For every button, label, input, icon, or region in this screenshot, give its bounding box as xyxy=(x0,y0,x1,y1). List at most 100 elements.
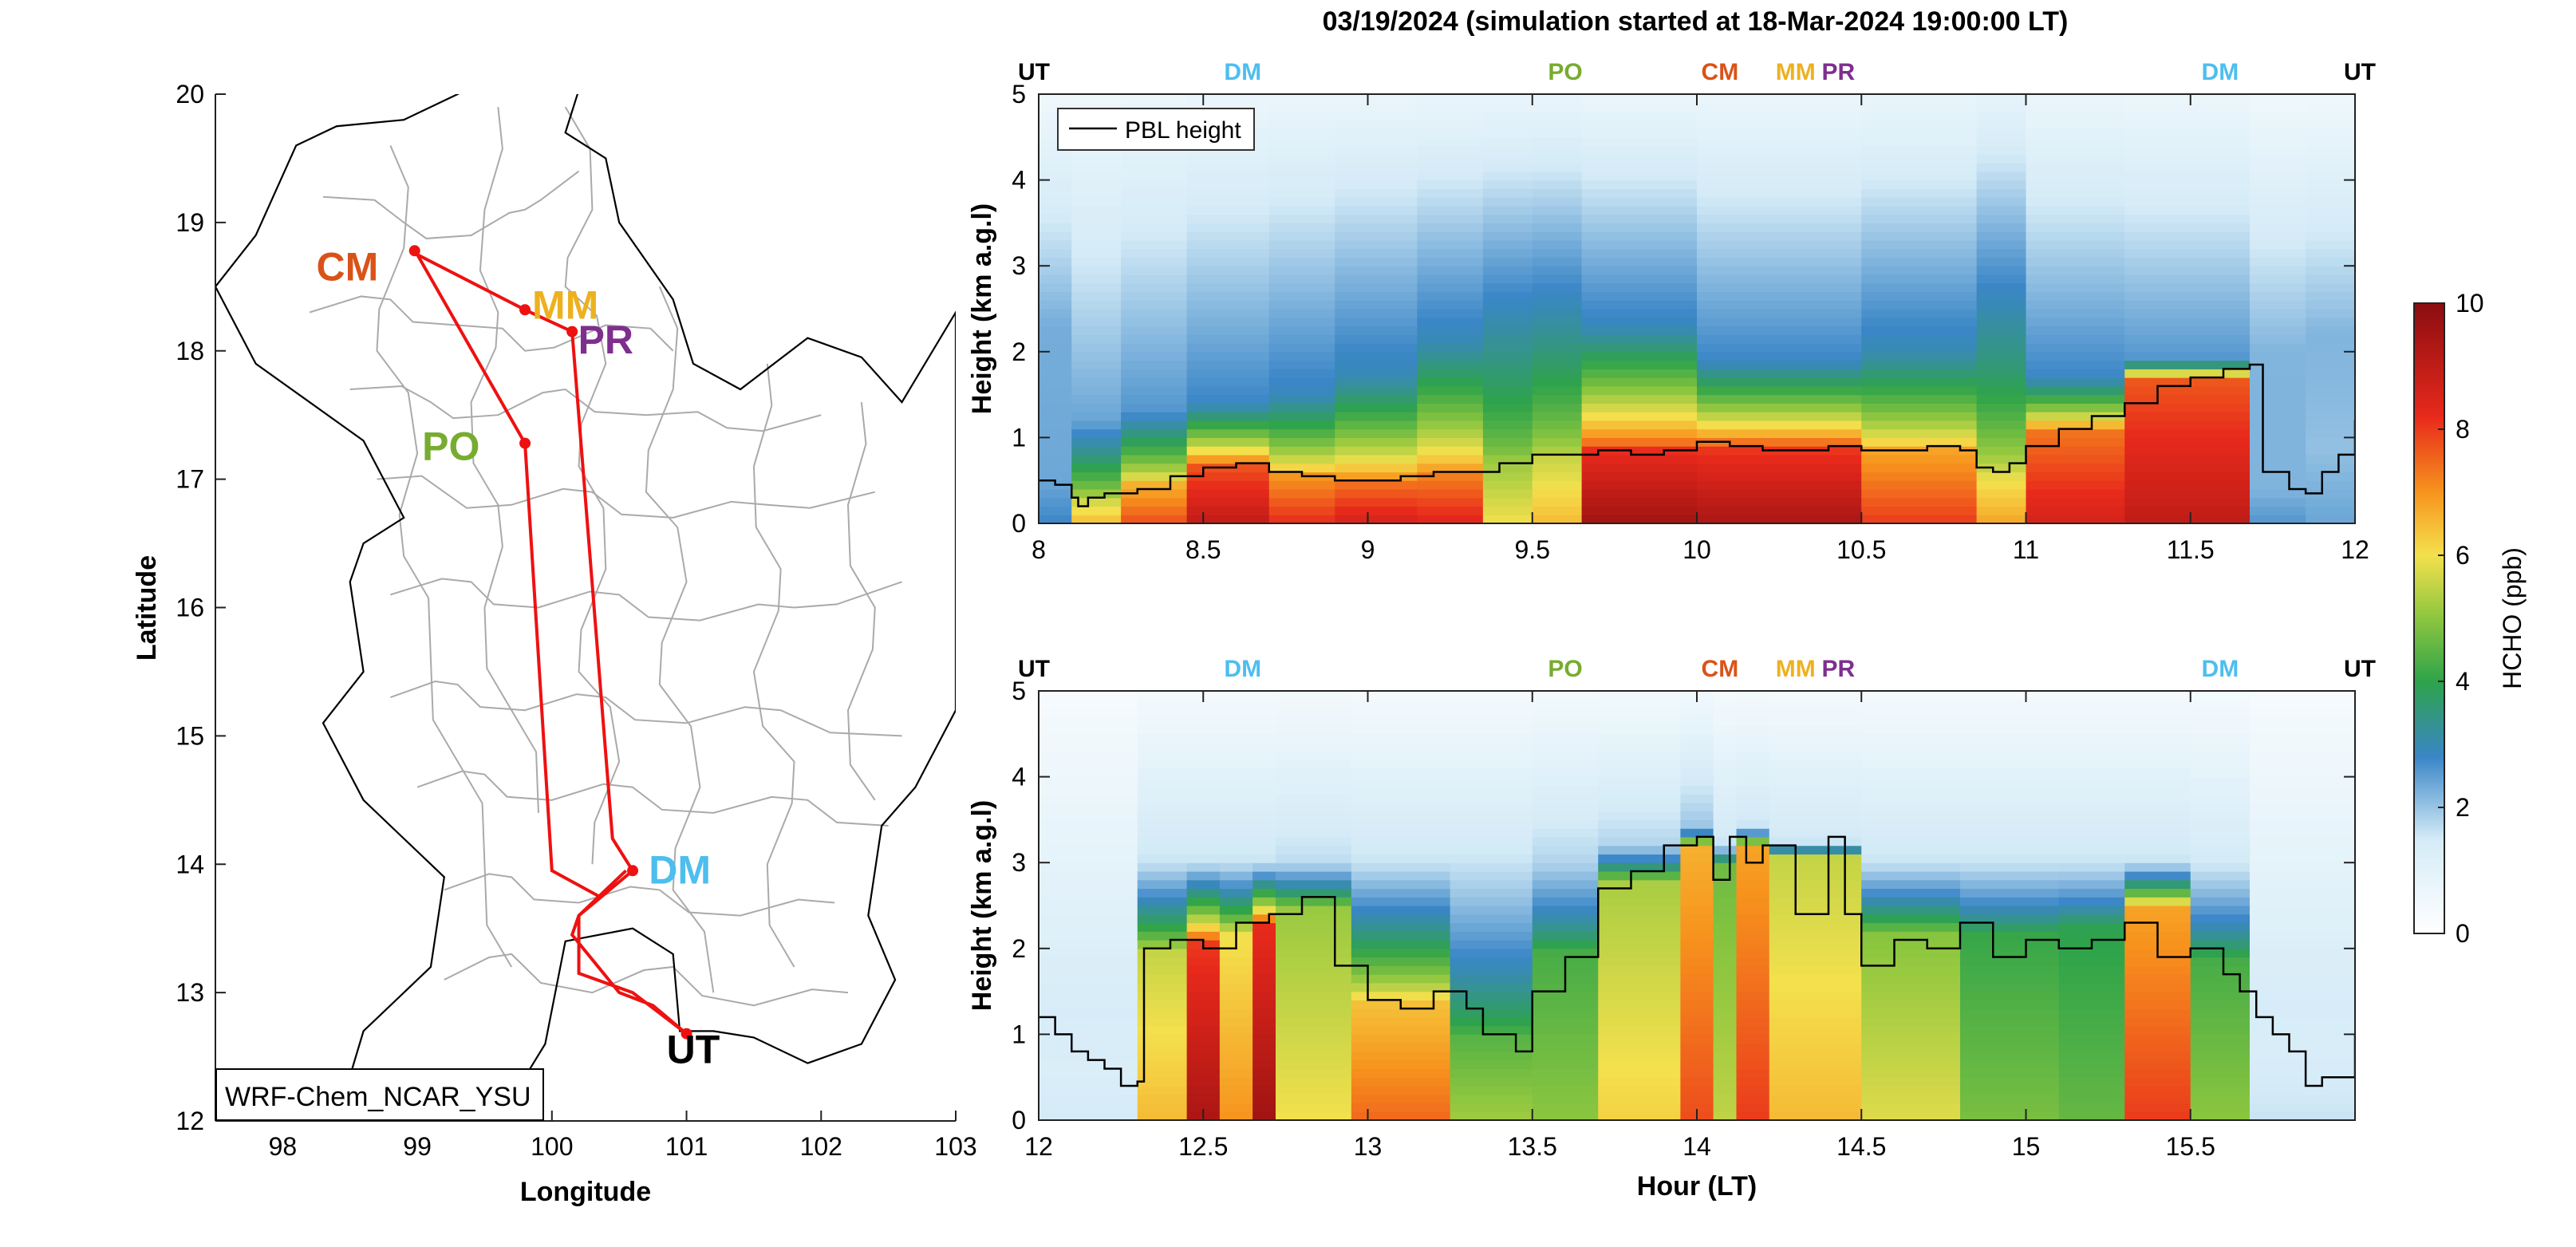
heatmap-cell xyxy=(1137,794,1188,803)
heatmap-cell xyxy=(1351,725,1451,735)
heatmap-cell xyxy=(1680,699,1714,709)
x-tick-label: 14 xyxy=(1682,1132,1711,1161)
heatmap-cell xyxy=(1121,274,1188,284)
heatmap-cell xyxy=(1697,360,1862,369)
heatmap-cell xyxy=(1680,776,1714,786)
heatmap-cell xyxy=(1713,716,1738,726)
heatmap-cell xyxy=(1680,991,1714,1000)
heatmap-cell xyxy=(1252,974,1276,984)
heatmap-cell xyxy=(1861,94,1978,95)
heatmap-cell xyxy=(1450,1025,1533,1035)
heatmap-cell xyxy=(1581,472,1698,481)
heatmap-cell xyxy=(2058,733,2125,744)
heatmap-cell xyxy=(1680,1103,1714,1112)
heatmap-cell xyxy=(1532,369,1583,378)
heatmap-cell xyxy=(2026,180,2125,189)
heatmap-cell xyxy=(2306,180,2355,189)
heatmap-cell xyxy=(1713,836,1738,846)
heatmap-cell xyxy=(1137,1085,1188,1095)
heatmap-cell xyxy=(1960,691,2060,700)
heatmap-cell xyxy=(1976,515,2027,523)
heatmap-cell xyxy=(2250,197,2306,207)
heatmap-cell xyxy=(2124,180,2251,189)
heatmap-cell xyxy=(1769,794,1862,803)
colorbar-gradient xyxy=(2413,302,2445,934)
heatmap-cell xyxy=(1417,94,1484,95)
heatmap-cell xyxy=(1532,699,1599,709)
heatmap-cell xyxy=(1335,154,1418,164)
heatmap-cell xyxy=(1680,940,1714,949)
heatmap-cell xyxy=(1769,914,1862,924)
heatmap-cell xyxy=(2250,751,2355,760)
heatmap-cell xyxy=(1769,699,1862,709)
heatmap-cell xyxy=(1861,428,1978,438)
heatmap-cell xyxy=(1532,733,1599,744)
heatmap-cell xyxy=(2190,819,2251,829)
heatmap-cell xyxy=(2250,760,2355,769)
heatmap-cell xyxy=(1769,691,1862,700)
heatmap-cell xyxy=(1697,120,1862,129)
map-x-tick-label: 100 xyxy=(531,1132,573,1161)
heatmap-cell xyxy=(1268,412,1335,421)
heatmap-cell xyxy=(1268,111,1335,120)
heatmap-cell xyxy=(1276,811,1352,820)
heatmap-cell xyxy=(1697,412,1862,421)
heatmap-cell xyxy=(1532,854,1599,863)
heatmap-cell xyxy=(1713,974,1738,984)
heatmap-cell xyxy=(1186,1068,1221,1078)
heatmap-cell xyxy=(1039,188,1072,198)
heatmap-cell xyxy=(1450,931,1533,941)
heatmap-cell xyxy=(1039,1077,1138,1087)
heatmap-cell xyxy=(1417,163,1484,172)
heatmap-cell xyxy=(1713,760,1738,769)
heatmap-cell xyxy=(1276,725,1352,735)
heatmap-cell xyxy=(1186,403,1270,412)
heatmap-cell xyxy=(2190,828,2251,838)
heatmap-cell xyxy=(1680,914,1714,924)
heatmap-cell xyxy=(1598,1051,1681,1061)
heatmap-cell xyxy=(1039,163,1072,172)
heatmap-cell xyxy=(1351,802,1451,812)
heatmap-cell xyxy=(2058,836,2125,846)
heatmap-cell xyxy=(2250,1000,2355,1009)
x-tick-label: 10.5 xyxy=(1836,535,1886,564)
heatmap-cell xyxy=(1071,412,1122,421)
heatmap-cell xyxy=(1276,768,1352,778)
legend-label: PBL height xyxy=(1125,117,1241,144)
heatmap-cell xyxy=(1581,369,1698,378)
heatmap-cell xyxy=(1335,343,1418,353)
heatmap-cell xyxy=(1581,223,1698,232)
heatmap-cell xyxy=(1450,1077,1533,1087)
heatmap-cell xyxy=(1186,472,1270,481)
heatmap-cell xyxy=(1071,394,1122,404)
heatmap-cell xyxy=(2190,785,2251,795)
heatmap-cell xyxy=(2306,300,2355,310)
heatmap-cell xyxy=(2190,879,2251,890)
heatmap-cell xyxy=(1532,811,1599,820)
heatmap-cell xyxy=(1219,1008,1253,1018)
heatmap-cell xyxy=(1335,412,1418,421)
y-tick-label: 1 xyxy=(1012,423,1026,452)
heatmap-cell xyxy=(1769,862,1862,872)
heatmap-cell xyxy=(1276,879,1352,890)
heatmap-cell xyxy=(1186,828,1221,838)
heatmap-cell xyxy=(2124,862,2191,872)
heatmap-cell xyxy=(1450,760,1533,769)
heatmap-cell xyxy=(2124,274,2251,284)
heatmap-cell xyxy=(1417,480,1484,490)
top-legend: PBL height xyxy=(1057,108,1255,151)
heatmap-cell xyxy=(1450,879,1533,890)
heatmap-cell xyxy=(1769,1008,1862,1018)
heatmap-cell xyxy=(2058,1043,2125,1052)
heatmap-cell xyxy=(2058,862,2125,872)
heatmap-cell xyxy=(2124,94,2251,95)
heatmap-cell xyxy=(1769,768,1862,778)
heatmap-cell xyxy=(1335,128,1418,138)
heatmap-cell xyxy=(2058,845,2125,855)
heatmap-cell xyxy=(1137,1094,1188,1104)
heatmap-cell xyxy=(1680,828,1714,838)
heatmap-cell xyxy=(2124,300,2251,310)
heatmap-cell xyxy=(1252,1043,1276,1052)
heatmap-cell xyxy=(1252,1060,1276,1070)
heatmap-cell xyxy=(2058,1025,2125,1035)
